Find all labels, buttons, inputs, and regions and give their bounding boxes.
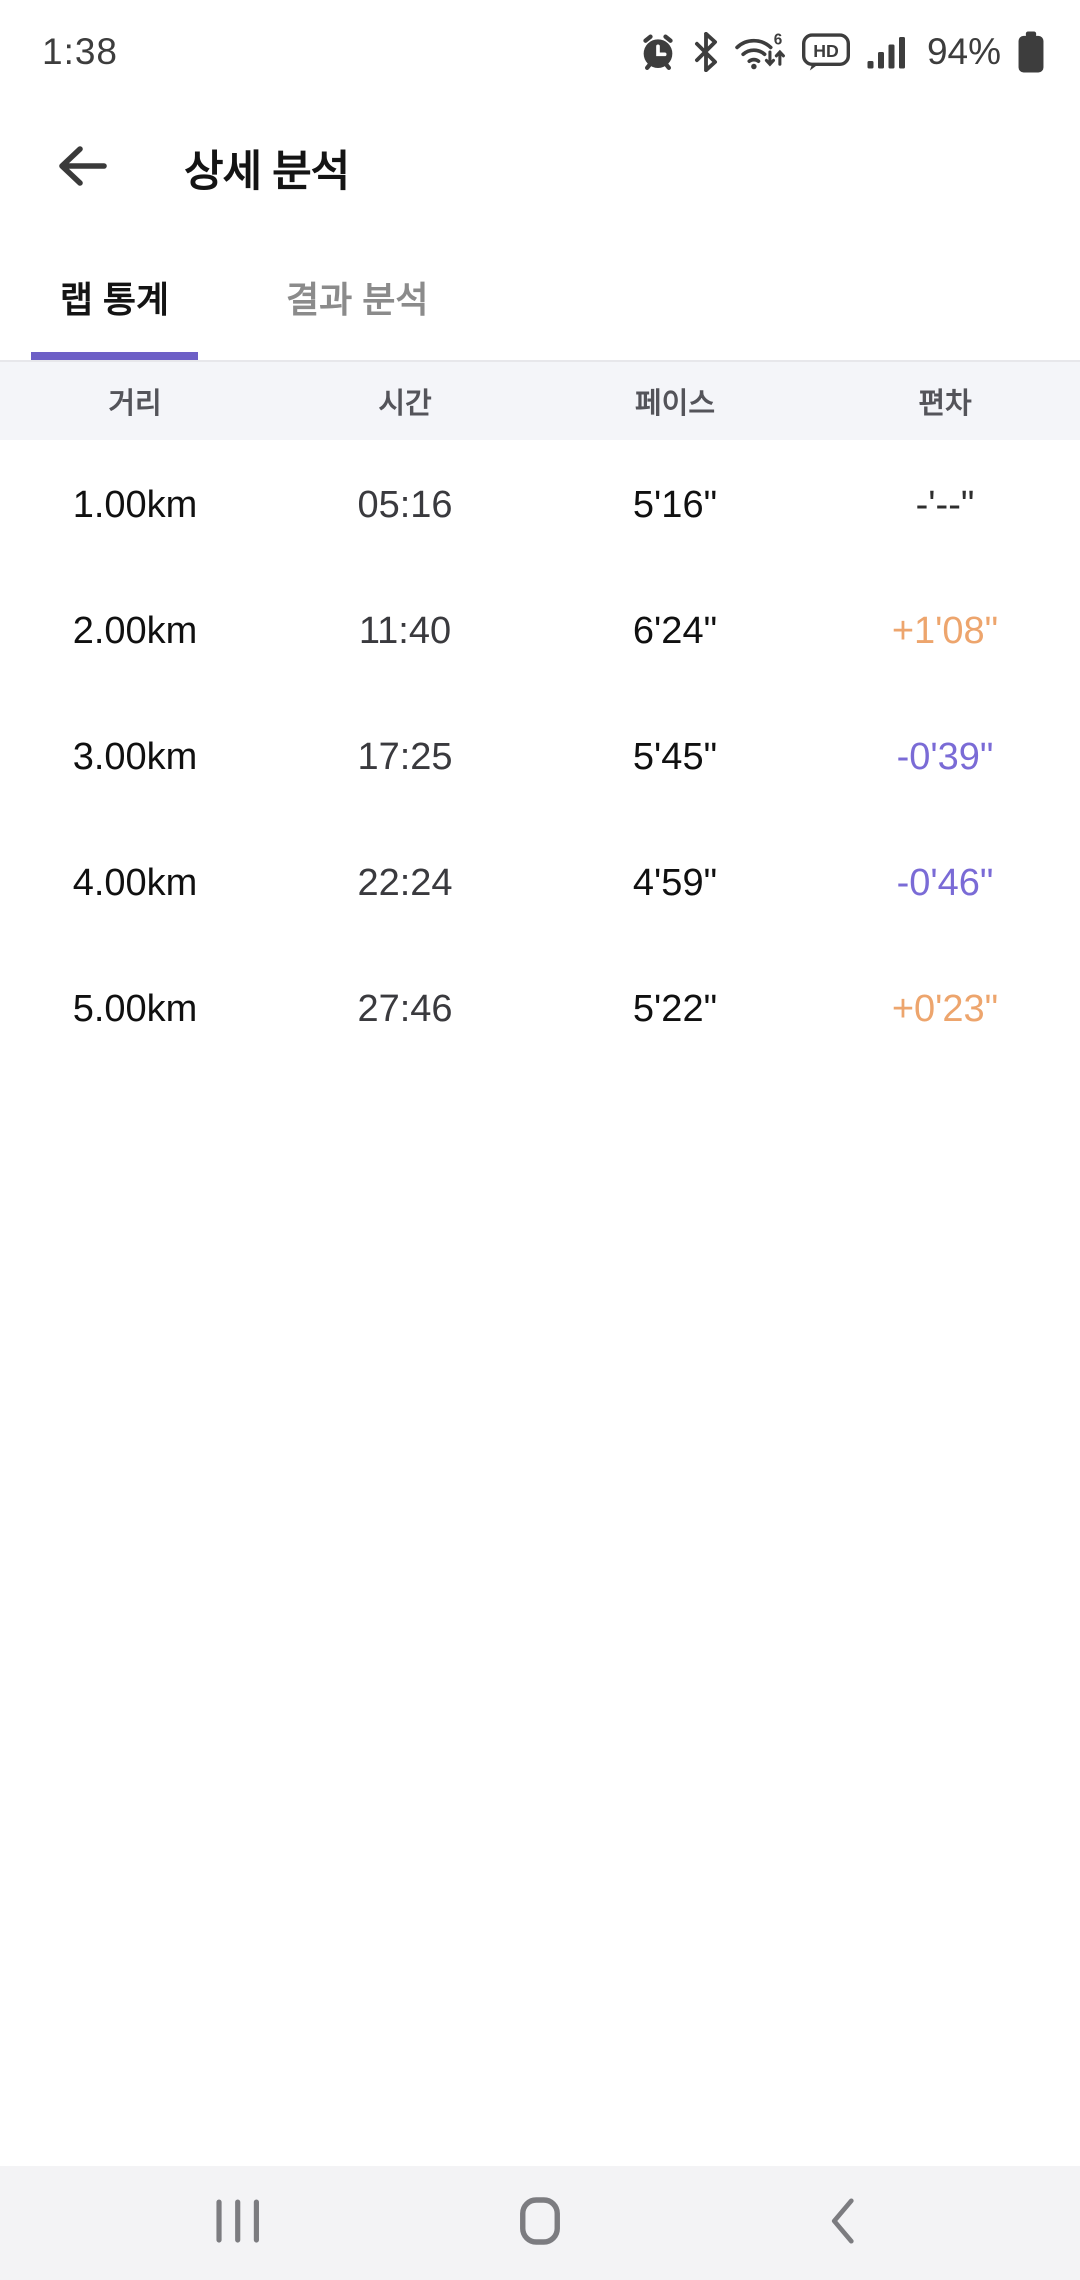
recents-icon: [213, 2198, 263, 2249]
home-icon: [519, 2196, 561, 2251]
lap-deviation: -'--": [915, 483, 975, 526]
svg-text:HD: HD: [813, 41, 839, 61]
tab-result-analysis[interactable]: 결과 분석: [286, 279, 429, 320]
table-row: 1.00km 05:16 5'16" -'--": [0, 442, 1080, 568]
table-row: 2.00km 11:40 6'24" +1'08": [0, 568, 1080, 694]
svg-text:6: 6: [774, 32, 783, 48]
lap-pace: 5'22": [632, 987, 718, 1030]
tab-divider: [0, 360, 1080, 362]
lap-deviation: -0'46": [896, 861, 994, 904]
lap-time: 27:46: [357, 987, 453, 1030]
android-nav-bar: [0, 2166, 1080, 2280]
page-title: 상세 분석: [184, 148, 350, 196]
recents-button[interactable]: [210, 2195, 266, 2251]
wifi6-icon: 6: [734, 32, 786, 72]
col-header-pace: 페이스: [634, 388, 716, 420]
battery-percent: 94%: [926, 31, 1001, 72]
tab-lap-stats[interactable]: 랩 통계: [31, 282, 198, 360]
col-header-distance: 거리: [108, 388, 162, 420]
lap-pace: 5'16": [632, 483, 718, 526]
col-header-deviation: 편차: [918, 388, 972, 420]
signal-icon: [866, 32, 908, 72]
lap-distance: 3.00km: [72, 735, 198, 778]
lap-distance: 1.00km: [72, 483, 198, 526]
status-bar: 1:38: [0, 0, 1080, 98]
lap-time: 22:24: [357, 861, 453, 904]
lap-deviation: -0'39": [896, 735, 994, 778]
back-button-nav[interactable]: [814, 2195, 870, 2251]
status-time: 1:38: [42, 31, 119, 72]
back-arrow-icon: [56, 144, 108, 193]
bluetooth-icon: [693, 32, 719, 72]
lap-deviation: +1'08": [891, 609, 999, 652]
alarm-icon: [638, 32, 678, 72]
lap-distance: 4.00km: [72, 861, 198, 904]
tab-bar: 랩 통계 결과 분석: [0, 282, 1080, 360]
lap-distance: 2.00km: [72, 609, 198, 652]
lap-time: 17:25: [357, 735, 453, 778]
battery-icon: [1016, 30, 1046, 74]
app-header: 상세 분석: [0, 110, 1080, 226]
hd-call-icon: HD: [801, 32, 851, 72]
table-row: 4.00km 22:24 4'59" -0'46": [0, 820, 1080, 946]
lap-pace: 5'45": [632, 735, 718, 778]
table-row: 3.00km 17:25 5'45" -0'39": [0, 694, 1080, 820]
lap-time: 05:16: [357, 483, 453, 526]
home-button[interactable]: [512, 2195, 568, 2251]
lap-table-body: 1.00km 05:16 5'16" -'--" 2.00km 11:40 6'…: [0, 440, 1080, 1072]
lap-pace: 4'59": [632, 861, 718, 904]
lap-deviation: +0'23": [891, 987, 999, 1030]
lap-distance: 5.00km: [72, 987, 198, 1030]
col-header-time: 시간: [378, 388, 432, 420]
back-icon: [828, 2197, 856, 2250]
table-header-row: 거리 시간 페이스 편차: [0, 362, 1080, 440]
lap-pace: 6'24": [632, 609, 718, 652]
back-button[interactable]: [52, 138, 112, 198]
table-row: 5.00km 27:46 5'22" +0'23": [0, 946, 1080, 1072]
lap-time: 11:40: [358, 609, 452, 652]
